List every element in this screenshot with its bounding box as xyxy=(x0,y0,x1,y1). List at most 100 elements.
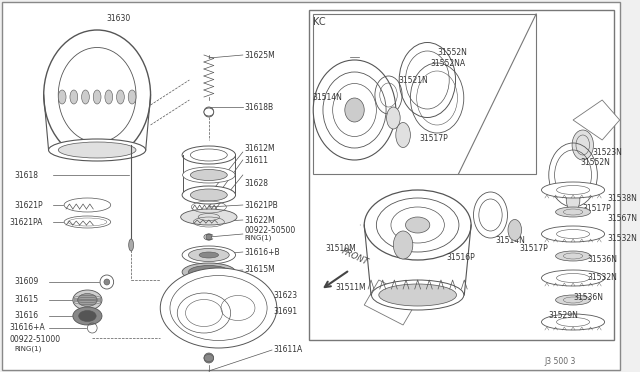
Ellipse shape xyxy=(541,226,605,242)
Ellipse shape xyxy=(58,90,66,104)
Ellipse shape xyxy=(394,231,413,259)
Text: 31532N: 31532N xyxy=(607,234,637,243)
Text: RING(1): RING(1) xyxy=(244,235,272,241)
Ellipse shape xyxy=(128,90,136,104)
Text: 31691: 31691 xyxy=(274,308,298,317)
Text: 31611A: 31611A xyxy=(274,346,303,355)
Ellipse shape xyxy=(345,98,364,122)
Text: 31621P: 31621P xyxy=(15,201,43,209)
Ellipse shape xyxy=(199,252,218,258)
Ellipse shape xyxy=(182,167,235,183)
Ellipse shape xyxy=(572,130,593,160)
Text: 31529N: 31529N xyxy=(548,311,579,320)
Circle shape xyxy=(204,353,214,363)
Ellipse shape xyxy=(541,314,605,330)
Ellipse shape xyxy=(556,207,591,217)
Ellipse shape xyxy=(188,266,229,279)
Text: 31532N: 31532N xyxy=(588,273,618,282)
Circle shape xyxy=(206,234,212,240)
Ellipse shape xyxy=(116,90,124,104)
Text: 31611: 31611 xyxy=(244,155,269,164)
Text: 00922-51000: 00922-51000 xyxy=(10,336,61,344)
Ellipse shape xyxy=(204,108,214,116)
Text: 31615M: 31615M xyxy=(244,266,275,275)
Text: 31618B: 31618B xyxy=(244,103,274,112)
Ellipse shape xyxy=(379,284,456,306)
Text: 00922-50500: 00922-50500 xyxy=(244,225,296,234)
Text: J3 500 3: J3 500 3 xyxy=(544,357,575,366)
Ellipse shape xyxy=(190,170,227,180)
Text: 31625M: 31625M xyxy=(244,51,275,60)
Text: 31552N: 31552N xyxy=(437,48,467,57)
Text: 31612M: 31612M xyxy=(244,144,275,153)
Text: 31616+A: 31616+A xyxy=(10,324,45,333)
Ellipse shape xyxy=(190,189,227,201)
Text: 31511M: 31511M xyxy=(335,283,365,292)
Text: 31517P: 31517P xyxy=(420,134,449,142)
Text: 31514N: 31514N xyxy=(495,235,525,244)
Text: 31514N: 31514N xyxy=(313,93,342,102)
Text: 31516P: 31516P xyxy=(447,253,476,263)
Text: 31622M: 31622M xyxy=(244,215,275,224)
Text: 31523N: 31523N xyxy=(593,148,622,157)
Ellipse shape xyxy=(58,142,136,158)
Text: 31538N: 31538N xyxy=(607,193,637,202)
Ellipse shape xyxy=(44,30,150,160)
Text: 31517P: 31517P xyxy=(583,203,612,212)
Text: 31521N: 31521N xyxy=(398,76,428,84)
Text: FRONT: FRONT xyxy=(340,247,370,267)
Ellipse shape xyxy=(129,239,134,251)
Circle shape xyxy=(104,279,109,285)
Text: 31616: 31616 xyxy=(15,311,38,321)
Text: 31536N: 31536N xyxy=(573,294,603,302)
Text: 31552NA: 31552NA xyxy=(430,58,465,67)
Ellipse shape xyxy=(182,146,236,164)
Text: 31567N: 31567N xyxy=(607,214,637,222)
Ellipse shape xyxy=(566,189,580,211)
Polygon shape xyxy=(364,280,418,325)
Ellipse shape xyxy=(73,307,102,325)
Ellipse shape xyxy=(182,186,236,204)
Text: 31618: 31618 xyxy=(15,170,38,180)
Ellipse shape xyxy=(81,90,90,104)
Ellipse shape xyxy=(541,270,605,286)
Text: 31609: 31609 xyxy=(15,278,39,286)
Ellipse shape xyxy=(182,246,236,264)
Ellipse shape xyxy=(79,311,96,321)
Ellipse shape xyxy=(508,219,522,241)
Ellipse shape xyxy=(313,60,396,160)
Text: 31510M: 31510M xyxy=(325,244,356,253)
Ellipse shape xyxy=(371,280,464,310)
Text: 31615: 31615 xyxy=(15,295,38,305)
Ellipse shape xyxy=(77,294,97,307)
Ellipse shape xyxy=(396,122,410,148)
Text: KC: KC xyxy=(313,17,325,27)
Text: 31623: 31623 xyxy=(274,291,298,299)
Ellipse shape xyxy=(70,90,77,104)
Text: 31621PB: 31621PB xyxy=(244,201,278,209)
Text: 31552N: 31552N xyxy=(581,157,611,167)
Ellipse shape xyxy=(160,268,277,348)
Text: 31616+B: 31616+B xyxy=(244,247,280,257)
Text: 31621PA: 31621PA xyxy=(10,218,43,227)
Bar xyxy=(309,10,614,340)
Text: 31630: 31630 xyxy=(107,13,131,22)
Ellipse shape xyxy=(105,90,113,104)
Ellipse shape xyxy=(556,251,591,261)
Ellipse shape xyxy=(180,209,237,225)
Ellipse shape xyxy=(556,295,591,305)
Ellipse shape xyxy=(387,107,400,129)
Polygon shape xyxy=(573,100,620,140)
Circle shape xyxy=(204,107,214,117)
Text: 31536N: 31536N xyxy=(588,256,618,264)
Text: 31517P: 31517P xyxy=(520,244,548,253)
Ellipse shape xyxy=(364,190,471,260)
Ellipse shape xyxy=(49,139,146,161)
Ellipse shape xyxy=(406,217,430,233)
Ellipse shape xyxy=(73,290,102,310)
Bar xyxy=(313,14,536,174)
Text: 31628: 31628 xyxy=(244,179,269,187)
Ellipse shape xyxy=(541,182,605,198)
Ellipse shape xyxy=(182,263,236,281)
Ellipse shape xyxy=(188,248,229,262)
